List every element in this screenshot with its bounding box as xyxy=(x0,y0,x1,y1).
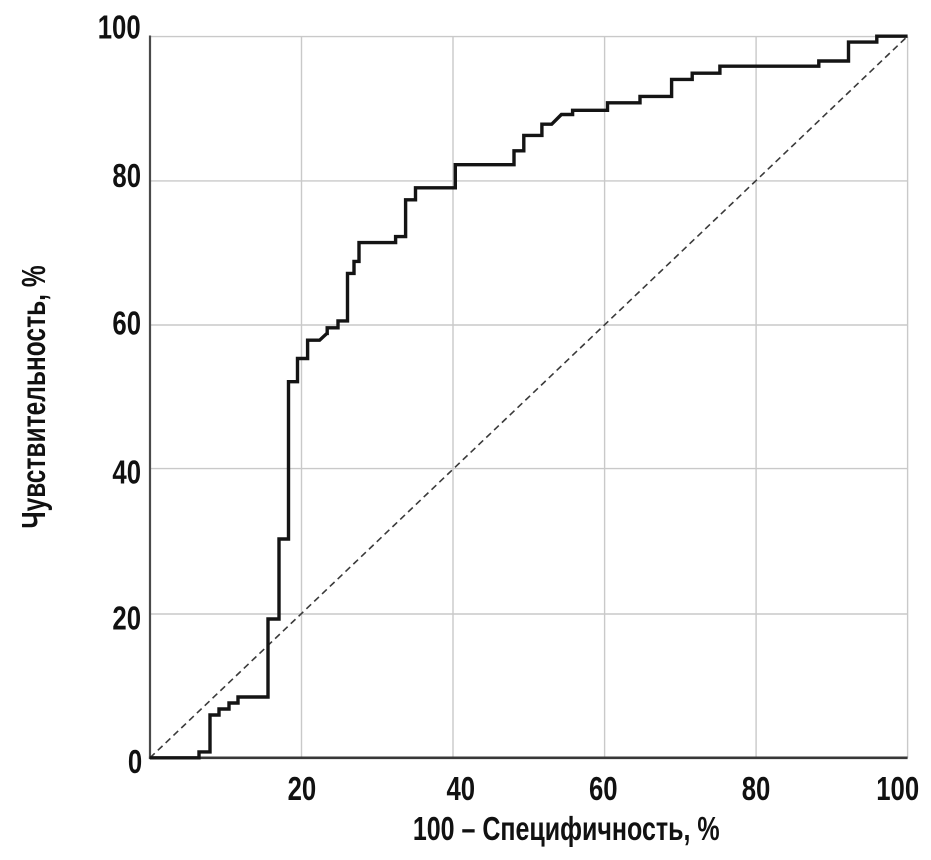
svg-text:40: 40 xyxy=(112,454,141,491)
svg-text:100: 100 xyxy=(876,771,919,808)
svg-text:Чувствительность, %: Чувствительность, % xyxy=(17,265,53,528)
svg-text:40: 40 xyxy=(446,771,475,808)
svg-text:0: 0 xyxy=(128,744,142,781)
svg-text:100: 100 xyxy=(98,10,141,47)
svg-text:100 – Специфичность, %: 100 – Специфичность, % xyxy=(413,811,720,848)
svg-text:60: 60 xyxy=(112,305,141,342)
svg-text:20: 20 xyxy=(288,771,317,808)
svg-text:60: 60 xyxy=(589,771,618,808)
svg-text:80: 80 xyxy=(112,158,141,195)
svg-text:20: 20 xyxy=(112,600,141,637)
svg-text:80: 80 xyxy=(742,771,771,808)
